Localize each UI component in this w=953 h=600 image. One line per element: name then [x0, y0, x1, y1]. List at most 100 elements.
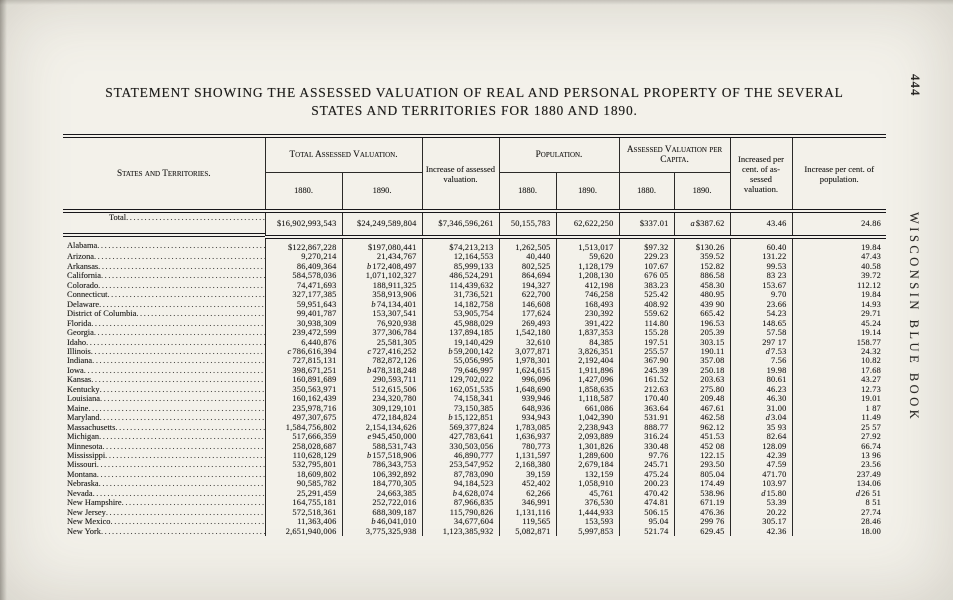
- table-row: Louisiana 160,162,439234,320,78074,158,34…: [63, 394, 886, 404]
- state-name: Colorado: [67, 280, 99, 290]
- total-label-cell: Total: [63, 213, 265, 237]
- value-cell: 148.65: [729, 318, 792, 329]
- value-cell: e945,450,000: [341, 432, 422, 442]
- footnote-marker: b: [452, 488, 458, 498]
- value-cell: 114,439,632: [421, 280, 499, 291]
- value-cell: 255.57: [618, 346, 674, 357]
- state-name-cell: California: [63, 271, 265, 280]
- value-cell: 486,524,291: [421, 271, 499, 281]
- footnote-marker: c: [367, 346, 372, 356]
- value-cell: 74,471,693: [264, 280, 342, 291]
- value-cell: 572,518,361: [264, 507, 342, 518]
- value-cell: 20.22: [729, 507, 792, 518]
- dotted-leader: [97, 470, 265, 479]
- value-cell: $74,213,213: [421, 237, 499, 253]
- value-cell: 29.71: [791, 309, 886, 319]
- value-cell: 1,858,635: [555, 384, 619, 395]
- value-cell: 11,363,406: [264, 517, 342, 527]
- value-cell: 170.40: [618, 394, 674, 404]
- total-row: Total $16,902,993,543 $24,249,589,804 $7…: [63, 211, 886, 239]
- dotted-leader: [92, 356, 264, 365]
- value-cell: 153.67: [729, 280, 792, 291]
- value-cell: d15.80: [729, 488, 792, 499]
- value-cell: 66.74: [791, 441, 886, 451]
- footnote-marker: b: [367, 365, 372, 375]
- state-name: Nebraska: [67, 479, 99, 489]
- col-header-valuation-1890: 1890.: [341, 172, 422, 213]
- state-name: Kentucky: [67, 384, 100, 394]
- value-cell: 471.70: [729, 469, 792, 480]
- value-cell: 1,837,353: [555, 328, 619, 338]
- state-name-cell: Connecticut: [63, 290, 265, 299]
- state-name: New York: [67, 526, 101, 536]
- value-cell: 1,123,385,932: [421, 526, 499, 537]
- table-row: Arkansas 86,409,364b172,408,49785,999,133…: [63, 261, 886, 272]
- value-cell: 391,422: [555, 318, 619, 329]
- state-name-cell: New Mexico: [63, 517, 265, 526]
- footnote-marker: d: [765, 413, 771, 423]
- state-name: Minnesota: [67, 441, 103, 451]
- value-cell: 2,651,940,006: [264, 526, 342, 537]
- value-cell: 14.93: [791, 299, 886, 310]
- value-cell: d26 51: [791, 488, 886, 499]
- value-cell: 153,593: [555, 517, 619, 527]
- value-cell: 357.08: [673, 356, 730, 366]
- dotted-leader: [111, 517, 265, 526]
- footnote-marker: b: [371, 517, 376, 527]
- value-cell: 252,722,016: [341, 498, 422, 508]
- state-name-cell: Illinois: [63, 347, 265, 356]
- state-name-cell: Georgia: [63, 328, 265, 337]
- value-cell: 9.70: [729, 290, 792, 300]
- state-name-cell: Kentucky: [63, 385, 265, 394]
- value-cell: 146,608: [498, 299, 556, 310]
- value-cell: 452,402: [498, 479, 556, 489]
- value-cell: 39,159: [498, 469, 556, 480]
- value-cell: 780,773: [498, 441, 556, 451]
- dotted-leader: [106, 508, 265, 517]
- value-cell: b478,318,248: [341, 365, 422, 376]
- value-cell: 239,472,599: [264, 328, 342, 338]
- value-cell: 939,946: [498, 394, 556, 404]
- value-cell: 350,563,971: [264, 384, 342, 395]
- value-cell: 1,444,933: [555, 507, 619, 518]
- value-cell: 506.15: [618, 507, 674, 518]
- value-cell: 25,291,459: [264, 488, 342, 499]
- value-cell: 661,086: [555, 403, 619, 414]
- value-cell: 864,694: [498, 271, 556, 281]
- value-cell: 245.39: [618, 365, 674, 376]
- dotted-leader: [91, 347, 265, 356]
- value-cell: 14,182,758: [421, 299, 499, 310]
- value-cell: 85,999,133: [421, 261, 499, 272]
- value-cell: 237.49: [791, 469, 886, 480]
- value-cell: b46,041,010: [341, 517, 422, 527]
- col-header-total-assessed-valuation: Total Assessed Valuation.: [264, 136, 422, 173]
- state-name-cell: Maryland: [63, 413, 265, 422]
- total-value-cell: a$387.62: [673, 211, 730, 239]
- value-cell: 408.92: [618, 299, 674, 310]
- dotted-leader: [91, 319, 264, 328]
- value-cell: 559.62: [618, 309, 674, 319]
- value-cell: 194,327: [498, 280, 556, 291]
- value-cell: 103.97: [729, 479, 792, 489]
- value-cell: 9,270,214: [264, 252, 342, 262]
- scan-edge-shadow-top: [0, 0, 953, 5]
- col-header-per-capita: Assessed Valuation per Capita.: [618, 136, 730, 173]
- value-cell: c786,616,394: [264, 346, 342, 357]
- state-name-cell: Idaho: [63, 338, 265, 347]
- state-name: Michigan: [67, 432, 100, 442]
- state-name-cell: Florida: [63, 319, 265, 328]
- value-cell: 1,208,130: [555, 271, 619, 281]
- value-cell: 45,988,029: [421, 318, 499, 329]
- value-cell: 363.64: [618, 403, 674, 414]
- value-cell: $197,080,441: [341, 237, 422, 253]
- table-row: Mississippi 110,628,129b157,518,90646,890…: [63, 450, 886, 461]
- state-name: District of Columbia: [67, 309, 137, 319]
- dotted-leader: [99, 479, 265, 488]
- value-cell: 1,584,756,802: [264, 422, 342, 433]
- value-cell: 87,966,835: [421, 498, 499, 508]
- state-name-cell: Montana: [63, 470, 265, 479]
- value-cell: 161.52: [618, 375, 674, 385]
- dotted-leader: [84, 366, 265, 375]
- table-row: Idaho 6,440,87625,581,30519,140,42932,610…: [63, 337, 886, 347]
- value-cell: $97.32: [618, 237, 674, 253]
